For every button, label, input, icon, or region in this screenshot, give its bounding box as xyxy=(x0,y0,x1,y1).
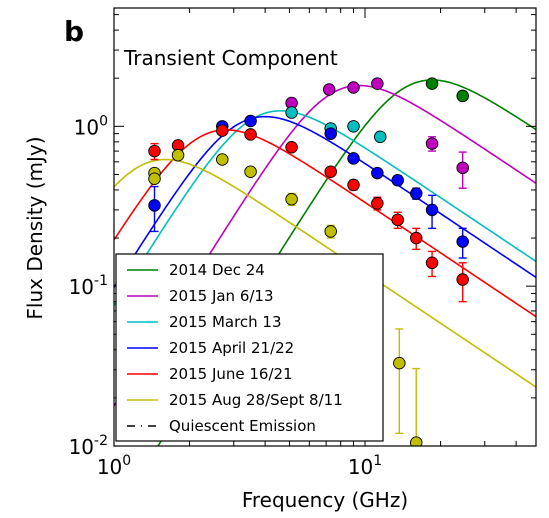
legend-entry-0: 2014 Dec 24 xyxy=(127,261,265,279)
legend-label: 2015 June 16/21 xyxy=(169,365,293,383)
data-point-3-7 xyxy=(409,187,423,200)
data-point-4-6 xyxy=(347,178,360,192)
legend-entry-6: Quiescent Emission xyxy=(127,417,316,435)
legend: 2014 Dec 24 2015 Jan 6/13 2015 March 13 201… xyxy=(115,253,384,442)
y-tick-label-2: 100 xyxy=(74,113,108,139)
data-point-4-4 xyxy=(285,140,298,154)
data-point-4-2 xyxy=(216,124,229,137)
data-point-4-1 xyxy=(171,139,185,152)
data-point-3-2 xyxy=(244,114,257,128)
legend-entry-4: 2015 June 16/21 xyxy=(127,365,293,383)
x-tick-label-1: 101 xyxy=(348,453,382,479)
model-curve-3 xyxy=(114,115,536,288)
legend-entry-1: 2015 Jan 6/13 xyxy=(127,287,274,305)
data-point-5-1 xyxy=(148,172,161,185)
data-point-5-8 xyxy=(409,367,423,446)
data-point-4-8 xyxy=(391,211,404,230)
x-tick-label-0: 100 xyxy=(97,453,131,479)
panel-label: b xyxy=(64,15,84,48)
data-point-3-0 xyxy=(148,185,161,233)
data-point-3-6 xyxy=(391,173,404,187)
data-point-0-1 xyxy=(456,89,469,103)
legend-entry-5: 2015 Aug 28/Sept 8/11 xyxy=(127,391,343,409)
data-point-1-4 xyxy=(425,136,439,152)
data-point-4-11 xyxy=(456,262,469,303)
plot-frame xyxy=(113,7,537,447)
data-point-4-10 xyxy=(425,250,439,278)
data-point-5-7 xyxy=(393,328,406,435)
legend-entry-2: 2015 March 13 xyxy=(127,313,282,331)
y-tick-label-1: 10-1 xyxy=(69,273,108,299)
data-point-3-4 xyxy=(347,152,360,165)
data-point-4-9 xyxy=(409,227,423,251)
data-point-2-0 xyxy=(285,106,298,119)
data-point-5-6 xyxy=(324,224,337,239)
x-axis-label: Frequency (GHz) xyxy=(242,488,408,512)
data-point-5-4 xyxy=(244,165,257,178)
data-point-3-5 xyxy=(371,166,384,180)
data-point-5-3 xyxy=(216,153,229,166)
data-point-4-0 xyxy=(148,142,161,161)
x-tick-labels: 100 101 xyxy=(97,453,382,479)
model-curve-5 xyxy=(114,158,536,388)
data-point-4-3 xyxy=(244,128,257,141)
data-point-2-2 xyxy=(347,120,360,133)
data-point-3-8 xyxy=(425,194,439,230)
data-point-1-1 xyxy=(322,83,336,96)
data-point-4-7 xyxy=(371,196,384,211)
data-point-5-2 xyxy=(171,148,185,162)
data-point-1-0 xyxy=(285,96,298,110)
data-point-3-9 xyxy=(456,227,469,259)
data-point-5-5 xyxy=(285,192,298,207)
data-points xyxy=(148,77,469,446)
model-curve-4 xyxy=(114,129,536,318)
data-point-3-3 xyxy=(324,127,337,140)
legend-label: 2015 March 13 xyxy=(169,313,282,331)
legend-label: 2014 Dec 24 xyxy=(169,261,265,279)
legend-label: Quiescent Emission xyxy=(169,417,316,435)
data-point-2-3 xyxy=(373,130,387,144)
legend-entry-3: 2015 April 21/22 xyxy=(127,339,294,357)
legend-box xyxy=(115,253,384,442)
y-tick-label-0: 10-2 xyxy=(69,433,108,459)
legend-label: 2015 Aug 28/Sept 8/11 xyxy=(169,391,343,409)
chart-title: Transient Component xyxy=(123,46,338,70)
model-curve-2 xyxy=(114,110,536,307)
data-point-0-0 xyxy=(425,77,439,90)
data-point-1-3 xyxy=(371,77,384,90)
legend-label: 2015 Jan 6/13 xyxy=(169,287,274,305)
y-tick-labels: 10-2 10-1 100 xyxy=(69,113,108,459)
legend-label: 2015 April 21/22 xyxy=(169,339,294,357)
data-point-1-2 xyxy=(347,81,360,94)
data-point-1-5 xyxy=(456,151,469,189)
y-axis-label: Flux Density (mJy) xyxy=(23,136,47,319)
data-point-4-5 xyxy=(324,165,337,178)
